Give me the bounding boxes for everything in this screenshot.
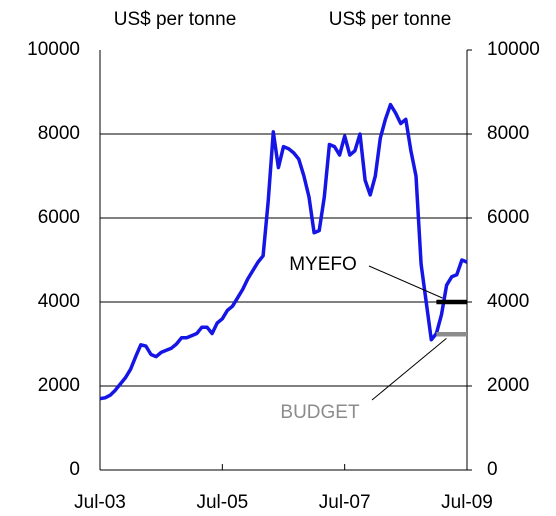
price-line [99, 102, 468, 401]
y2-tick-label: 6000 [487, 207, 529, 228]
y-tick-label: 8000 [38, 123, 80, 144]
y2-tick-label: 0 [487, 459, 498, 480]
y2-tick-label: 2000 [487, 375, 529, 396]
y-tick-label: 2000 [38, 375, 80, 396]
x-tick-label: Jul-07 [319, 492, 371, 513]
y2-tick-label: 4000 [487, 291, 529, 312]
x-tick-label: Jul-03 [74, 492, 126, 513]
y-axis-label: US$ per tonne [114, 9, 237, 30]
y2-tick-label: 10000 [487, 39, 540, 60]
y-tick-label: 0 [69, 459, 80, 480]
leader-line [371, 337, 447, 401]
y-tick-label: 6000 [38, 207, 80, 228]
annotation-label: MYEFO [289, 254, 357, 275]
x-tick-label: Jul-05 [196, 492, 248, 513]
y-tick-label: 4000 [38, 291, 80, 312]
x-tick-label: Jul-09 [441, 492, 493, 513]
y2-tick-label: 8000 [487, 123, 529, 144]
annotation-label: BUDGET [280, 402, 360, 423]
y2-axis-label: US$ per tonne [329, 9, 452, 30]
y-tick-label: 10000 [27, 39, 80, 60]
leader-line [368, 265, 443, 299]
